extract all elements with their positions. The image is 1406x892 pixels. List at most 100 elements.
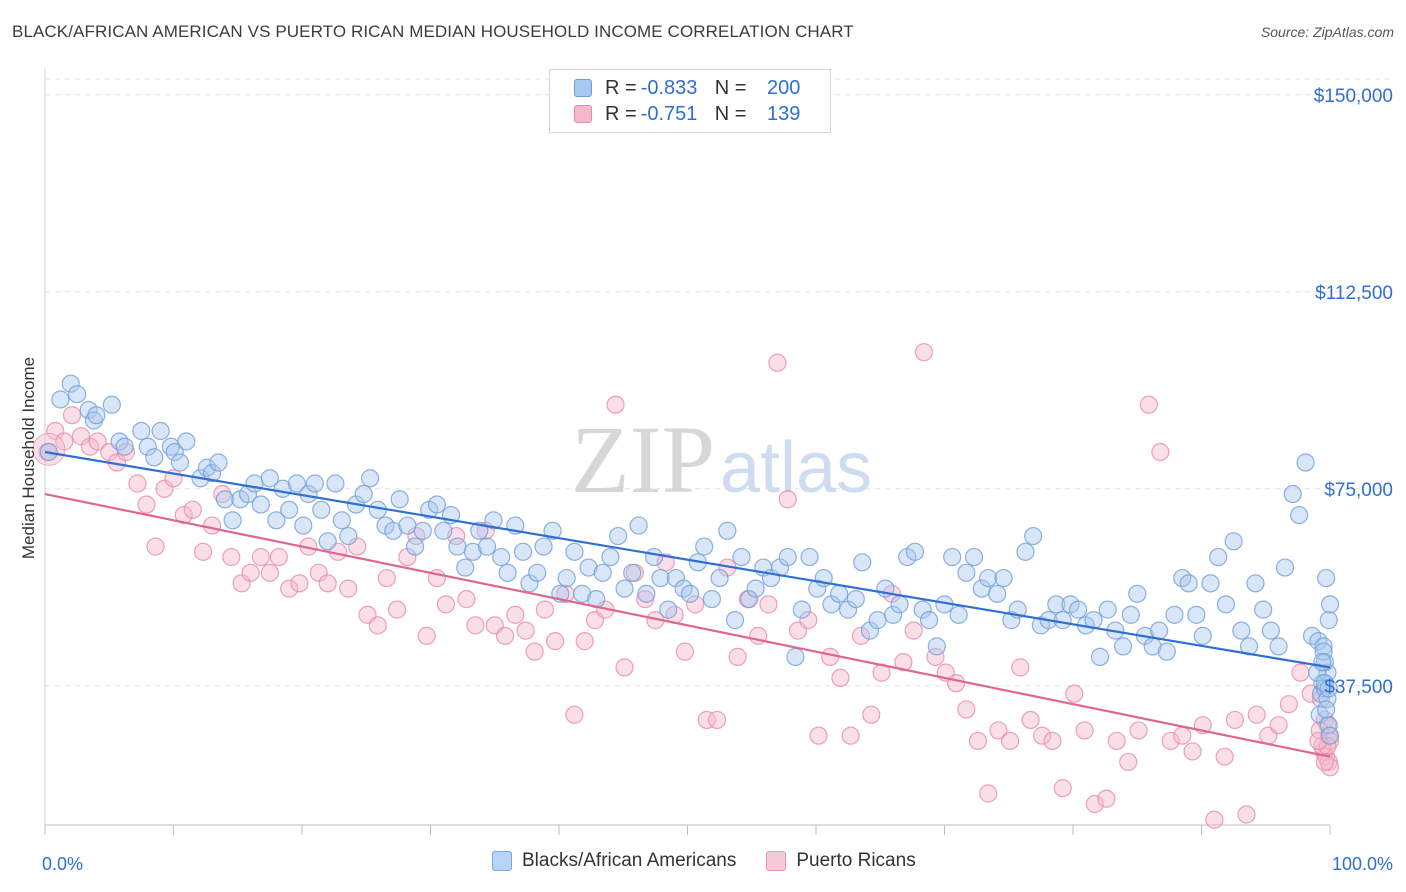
data-point xyxy=(1128,584,1147,603)
data-point xyxy=(1319,679,1338,698)
x-tick-label: 0.0% xyxy=(42,854,83,874)
legend-swatch-blue xyxy=(492,851,512,871)
legend-swatch-pink xyxy=(574,105,592,123)
data-point xyxy=(193,542,213,561)
data-point xyxy=(710,568,729,588)
data-point xyxy=(528,563,547,582)
data-point xyxy=(294,516,313,535)
data-point xyxy=(245,474,264,493)
axes xyxy=(44,68,1331,835)
data-point xyxy=(354,484,373,504)
data-point xyxy=(484,511,503,530)
data-point xyxy=(989,721,1008,740)
r-value: -0.751 xyxy=(640,102,698,125)
data-point xyxy=(964,547,984,567)
data-point xyxy=(675,642,695,661)
data-point xyxy=(1193,626,1212,645)
data-point xyxy=(702,589,722,609)
data-point xyxy=(62,406,82,425)
data-point xyxy=(1002,611,1021,630)
stats-legend: R = -0.833 N = 200 R = -0.751 N = 139 xyxy=(549,69,831,133)
data-point xyxy=(1254,600,1273,619)
data-point xyxy=(384,521,403,540)
data-point xyxy=(318,532,337,551)
data-point xyxy=(728,647,747,666)
data-point xyxy=(232,574,251,593)
series-blacks-african-americans xyxy=(39,374,1340,745)
data-point xyxy=(808,579,827,598)
data-point xyxy=(209,453,228,472)
data-point xyxy=(1320,595,1340,614)
y-tick-label: $112,500 xyxy=(1315,283,1393,304)
data-point xyxy=(1053,611,1072,630)
data-point xyxy=(155,479,174,498)
data-point xyxy=(1209,547,1228,567)
data-point xyxy=(1301,684,1320,703)
data-point xyxy=(1318,663,1337,682)
data-point xyxy=(332,511,351,530)
data-point xyxy=(979,568,998,588)
trend-line-puerto-ricans xyxy=(44,492,1331,758)
data-point xyxy=(1033,726,1052,745)
data-point xyxy=(202,463,222,483)
data-point xyxy=(1085,794,1104,814)
data-point xyxy=(202,516,222,535)
chart-source: Source: ZipAtlas.com xyxy=(1260,24,1394,40)
data-point xyxy=(1187,605,1206,624)
data-point xyxy=(318,574,337,593)
data-point xyxy=(110,432,129,451)
data-point xyxy=(868,611,887,630)
data-point xyxy=(128,474,147,493)
data-point xyxy=(46,421,65,441)
data-point xyxy=(1319,611,1338,630)
data-point xyxy=(1314,637,1333,656)
data-point xyxy=(1309,731,1328,751)
data-point xyxy=(1318,737,1337,756)
data-point xyxy=(1149,621,1169,640)
data-point xyxy=(1315,752,1334,772)
legend-label: Puerto Ricans xyxy=(796,850,916,871)
data-point xyxy=(260,469,279,488)
data-point xyxy=(223,511,242,530)
data-point xyxy=(260,563,279,582)
data-point xyxy=(851,626,871,645)
data-point xyxy=(1075,721,1094,740)
data-point xyxy=(943,547,962,567)
data-point xyxy=(746,579,765,598)
data-point xyxy=(1114,637,1133,656)
data-point xyxy=(946,674,966,693)
data-point xyxy=(146,537,165,556)
data-point xyxy=(457,589,476,609)
data-point xyxy=(309,563,328,582)
legend-item-puerto-ricans: Puerto Ricans xyxy=(766,850,916,872)
data-point xyxy=(913,600,932,619)
data-point xyxy=(1296,453,1315,472)
data-point xyxy=(575,632,594,651)
data-point xyxy=(132,421,151,441)
data-point xyxy=(305,474,324,493)
data-point xyxy=(759,595,778,614)
data-point xyxy=(957,700,976,719)
legend-item-blacks: Blacks/African Americans xyxy=(492,850,736,872)
data-point xyxy=(1320,726,1340,745)
data-point xyxy=(1065,684,1084,703)
data-point xyxy=(1225,710,1245,730)
data-point xyxy=(800,547,819,567)
data-point xyxy=(1129,721,1148,740)
data-point xyxy=(792,600,811,619)
data-point xyxy=(1215,747,1234,766)
data-point xyxy=(579,558,598,577)
data-point xyxy=(241,563,260,582)
data-point xyxy=(778,490,797,509)
data-point xyxy=(387,600,407,619)
y-tick-label: $37,500 xyxy=(1324,677,1393,698)
data-point xyxy=(534,537,553,556)
series-legend: Blacks/African Americans Puerto Ricans xyxy=(492,850,946,872)
data-point xyxy=(1165,605,1184,624)
data-point xyxy=(466,616,485,635)
data-point xyxy=(88,432,107,451)
data-point xyxy=(348,537,367,556)
data-point xyxy=(280,500,299,519)
data-point xyxy=(215,490,234,509)
